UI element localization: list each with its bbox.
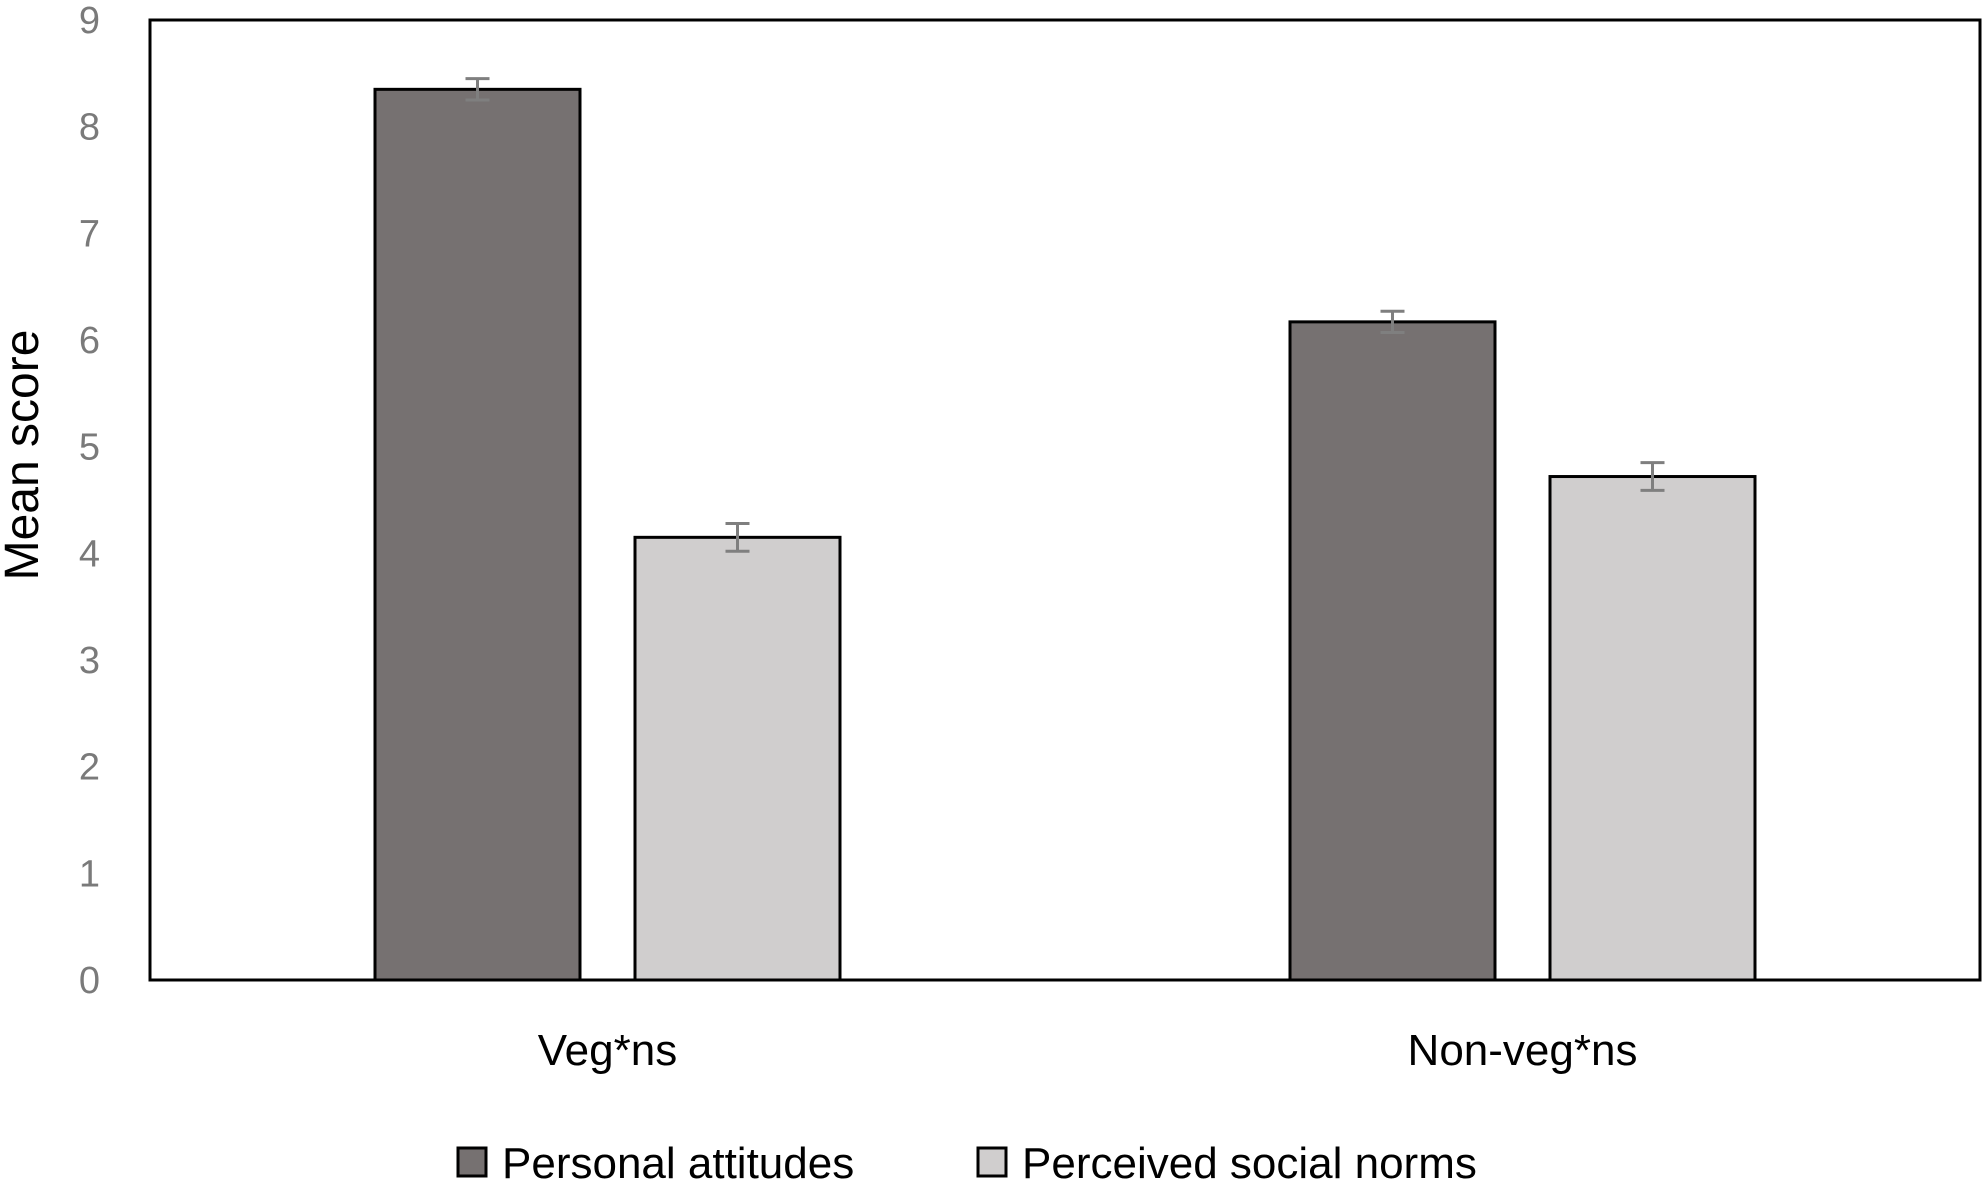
bar-personal-attitudes — [373, 87, 582, 982]
error-bar — [1640, 461, 1665, 492]
bar-perceived-social-norms — [633, 535, 842, 982]
error-bar — [725, 521, 750, 553]
y-tick-label: 7 — [79, 213, 100, 255]
legend-label: Perceived social norms — [1022, 1139, 1477, 1187]
legend-label: Personal attitudes — [502, 1139, 854, 1187]
y-axis-title: Mean score — [0, 330, 49, 581]
y-axis-ticks: 0 1 2 3 4 5 6 7 8 9 — [79, 0, 100, 1002]
x-category-label: Veg*ns — [538, 1026, 677, 1075]
x-axis-category-labels: Veg*ns Non-veg*ns — [538, 1026, 1638, 1075]
legend-item: Personal attitudes — [456, 1139, 854, 1187]
y-tick-label: 3 — [79, 640, 100, 682]
y-tick-label: 6 — [79, 320, 100, 362]
y-tick-label: 0 — [79, 960, 100, 1002]
bars-group — [373, 77, 1757, 982]
legend-swatch — [976, 1146, 1008, 1178]
y-tick-label: 8 — [79, 107, 100, 149]
x-category-label: Non-veg*ns — [1408, 1026, 1638, 1075]
y-tick-label: 5 — [79, 427, 100, 469]
bar-perceived-social-norms — [1548, 475, 1757, 982]
y-tick-label: 2 — [79, 747, 100, 789]
error-bar — [465, 77, 490, 102]
plot-area-frame — [148, 18, 1982, 982]
legend: Personal attitudes Perceived social norms — [456, 1139, 1477, 1187]
y-tick-label: 4 — [79, 533, 100, 575]
legend-swatch — [456, 1146, 488, 1178]
y-tick-label: 9 — [79, 0, 100, 42]
error-bar — [1380, 309, 1405, 335]
y-tick-label: 1 — [79, 853, 100, 895]
bar-personal-attitudes — [1288, 320, 1497, 982]
legend-item: Perceived social norms — [976, 1139, 1477, 1187]
